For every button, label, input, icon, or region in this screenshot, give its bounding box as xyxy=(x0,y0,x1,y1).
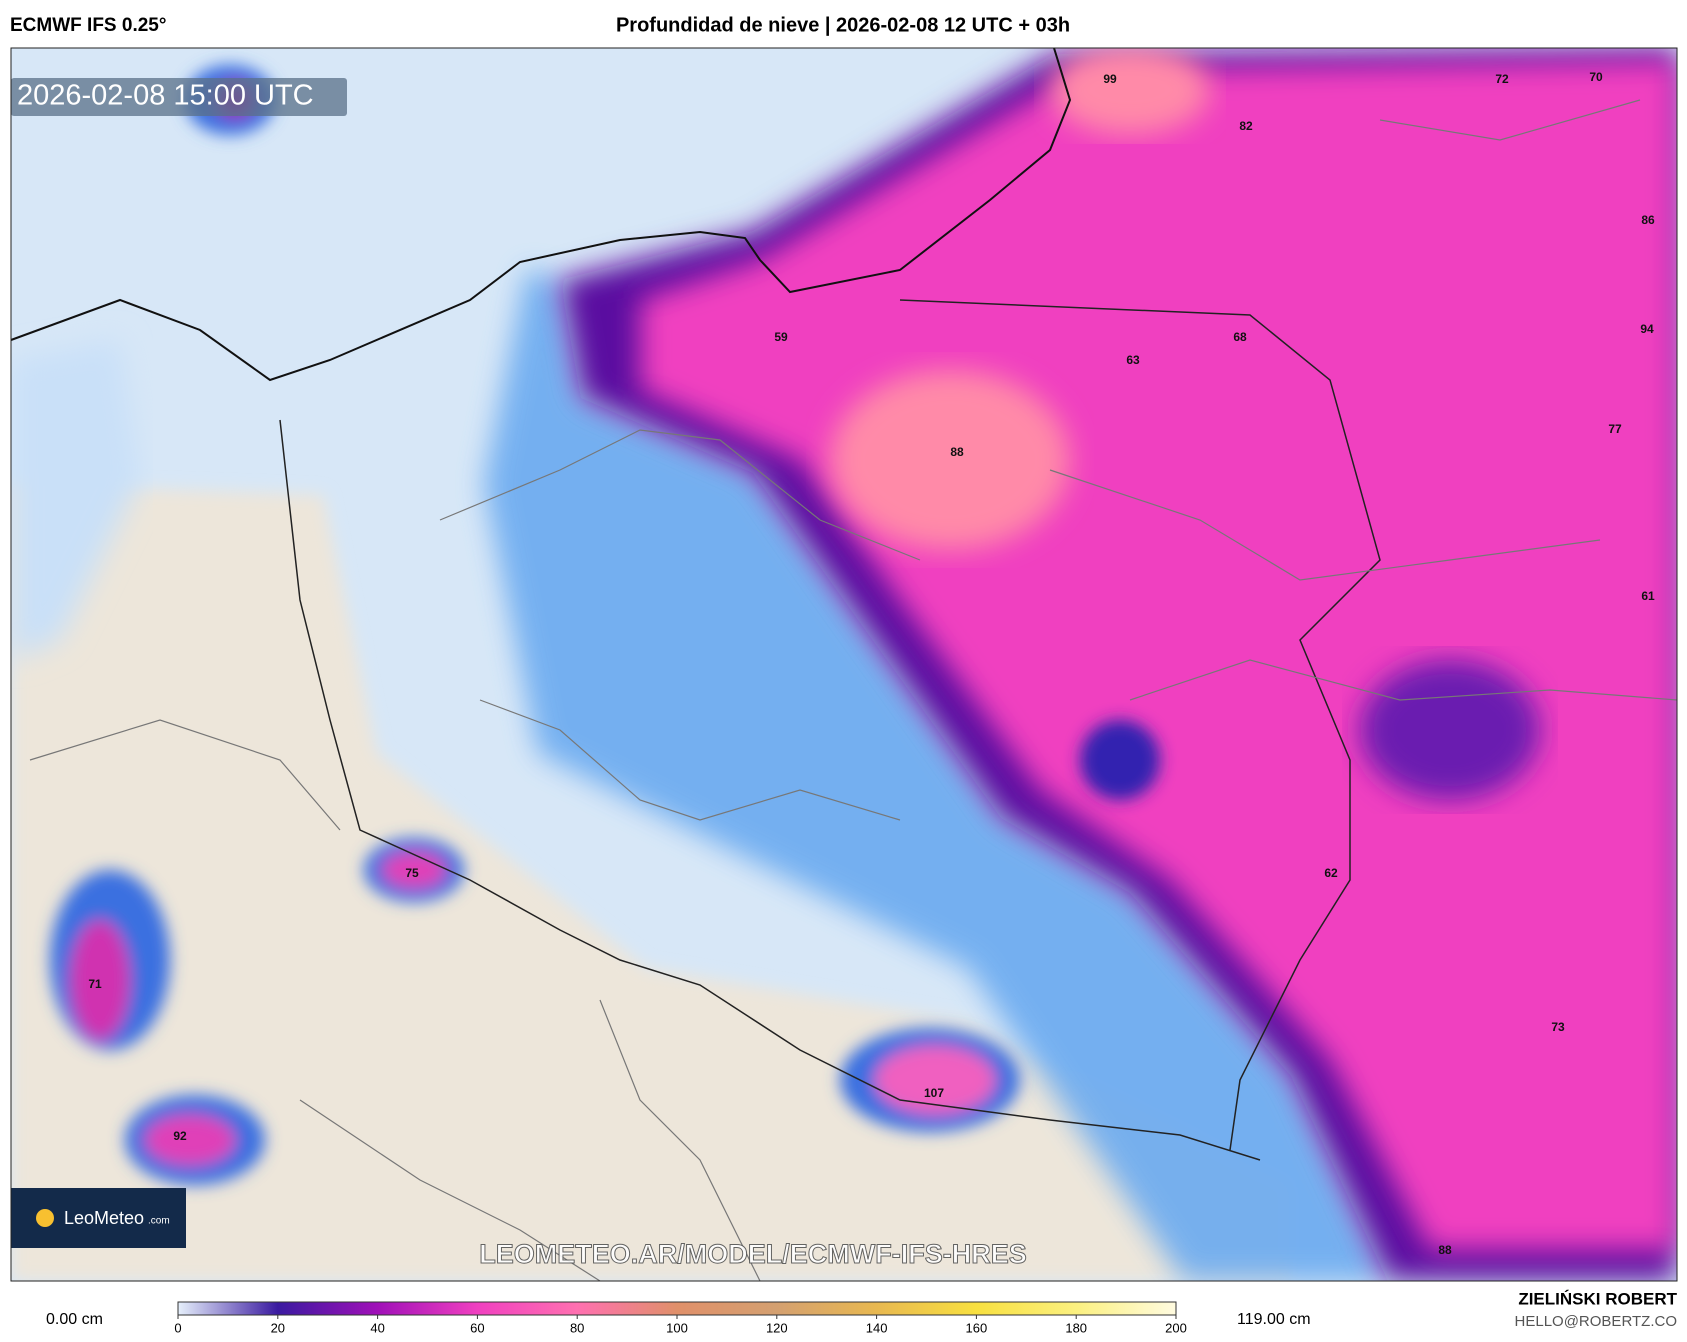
colorbar-tick-label: 0 xyxy=(174,1320,181,1335)
colorbar-tick-label: 200 xyxy=(1165,1320,1187,1335)
value-label: 99 xyxy=(1103,72,1117,86)
value-label: 92 xyxy=(173,1129,187,1143)
value-label: 77 xyxy=(1608,422,1622,436)
value-label: 68 xyxy=(1233,330,1247,344)
colorbar-tick-label: 60 xyxy=(470,1320,484,1335)
colorbar-tick-label: 120 xyxy=(766,1320,788,1335)
value-label: 94 xyxy=(1640,322,1654,336)
value-label: 71 xyxy=(88,977,102,991)
colorbar: 0 20 40 60 80 100 120 140 160 180 200 xyxy=(174,1301,1187,1335)
valid-time: 2026-02-08 15:00 UTC xyxy=(17,80,314,112)
colorbar-max: 119.00 cm xyxy=(1237,1311,1311,1328)
colorbar-tick-label: 180 xyxy=(1065,1320,1087,1335)
value-label: 107 xyxy=(924,1086,944,1100)
logo-name: LeoMeteo xyxy=(64,1208,144,1228)
value-label: 72 xyxy=(1495,72,1509,86)
colorbar-tick-label: 100 xyxy=(666,1320,688,1335)
author: ZIELIŃSKI ROBERT xyxy=(1518,1289,1677,1308)
colorbar-tick-label: 80 xyxy=(570,1320,584,1335)
value-label: 75 xyxy=(405,866,419,880)
colorbar-ramp xyxy=(177,1301,1177,1316)
value-label: 61 xyxy=(1641,589,1655,603)
watermark: LEOMETEO.AR/MODEL/ECMWF-IFS-HRES xyxy=(479,1239,1026,1269)
value-label: 62 xyxy=(1324,866,1338,880)
colorbar-tick-label: 140 xyxy=(866,1320,888,1335)
value-label: 73 xyxy=(1551,1020,1565,1034)
colorbar-tick-label: 160 xyxy=(966,1320,988,1335)
value-label: 59 xyxy=(774,330,788,344)
value-label: 88 xyxy=(950,445,964,459)
value-label: 70 xyxy=(1589,70,1603,84)
colorbar-min: 0.00 cm xyxy=(46,1311,103,1328)
logo-suffix: .com xyxy=(148,1216,170,1227)
value-label: 82 xyxy=(1239,119,1253,133)
colorbar-tick-label: 40 xyxy=(370,1320,384,1335)
email: HELLO@ROBERTZ.CO xyxy=(1515,1313,1677,1330)
map-title: Profundidad de nieve | 2026-02-08 12 UTC… xyxy=(616,14,1070,36)
colorbar-tick-label: 20 xyxy=(271,1320,285,1335)
value-label: 88 xyxy=(1438,1243,1452,1257)
value-label: 86 xyxy=(1641,213,1655,227)
model-name: ECMWF IFS 0.25° xyxy=(10,15,166,36)
value-label: 63 xyxy=(1126,353,1140,367)
